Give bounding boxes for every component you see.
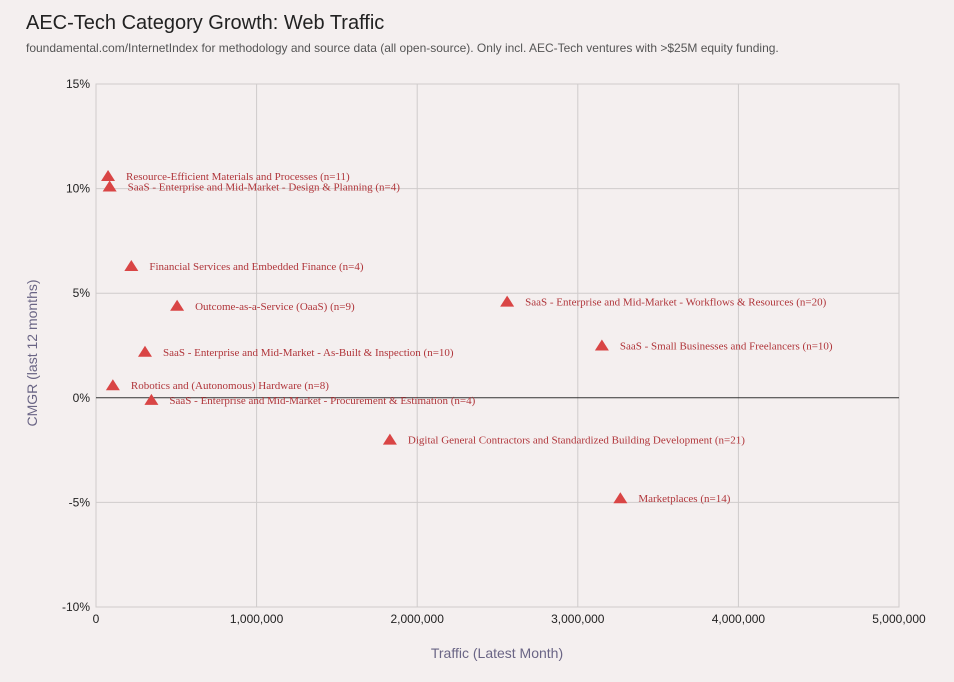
x-tick-label: 3,000,000 bbox=[551, 612, 605, 626]
y-tick-label: -5% bbox=[69, 495, 91, 509]
data-point: Financial Services and Embedded Finance … bbox=[124, 260, 364, 273]
y-tick-label: 15% bbox=[66, 77, 90, 91]
triangle-marker bbox=[105, 379, 120, 391]
x-tick-label: 2,000,000 bbox=[391, 612, 445, 626]
point-label: Digital General Contractors and Standard… bbox=[408, 435, 745, 447]
point-label: SaaS - Enterprise and Mid-Market - As-Bu… bbox=[163, 347, 454, 359]
y-tick-label: 10% bbox=[66, 182, 90, 196]
point-label: SaaS - Small Businesses and Freelancers … bbox=[620, 341, 833, 353]
point-label: Outcome-as-a-Service (OaaS) (n=9) bbox=[195, 301, 355, 313]
triangle-marker bbox=[144, 393, 159, 405]
triangle-marker bbox=[613, 492, 628, 504]
data-points: Resource-Efficient Materials and Process… bbox=[101, 170, 833, 505]
x-tick-label: 1,000,000 bbox=[230, 612, 284, 626]
data-point: Digital General Contractors and Standard… bbox=[382, 433, 745, 447]
data-point: SaaS - Enterprise and Mid-Market - Workf… bbox=[500, 295, 827, 309]
data-point: SaaS - Enterprise and Mid-Market - Desig… bbox=[102, 180, 401, 194]
y-tick-label: -10% bbox=[62, 600, 90, 614]
triangle-marker bbox=[382, 433, 397, 445]
triangle-marker bbox=[594, 339, 609, 351]
x-tick-label: 4,000,000 bbox=[712, 612, 766, 626]
point-label: Robotics and (Autonomous) Hardware (n=8) bbox=[131, 380, 329, 392]
data-point: Resource-Efficient Materials and Process… bbox=[101, 170, 350, 183]
x-tick-label: 5,000,000 bbox=[872, 612, 926, 626]
triangle-marker bbox=[101, 170, 116, 182]
data-point: SaaS - Small Businesses and Freelancers … bbox=[594, 339, 833, 353]
triangle-marker bbox=[500, 295, 515, 307]
point-label: SaaS - Enterprise and Mid-Market - Procu… bbox=[169, 395, 475, 407]
x-tick-label: 0 bbox=[93, 612, 100, 626]
data-point: Outcome-as-a-Service (OaaS) (n=9) bbox=[170, 299, 355, 313]
grid-lines bbox=[95, 83, 900, 608]
y-axis-ticks: 15% 10% 5% 0% -5% -10% bbox=[62, 77, 90, 614]
x-axis-title: Traffic (Latest Month) bbox=[431, 645, 563, 661]
y-tick-label: 0% bbox=[73, 391, 91, 405]
plot-area bbox=[95, 83, 900, 608]
chart-title: AEC-Tech Category Growth: Web Traffic bbox=[26, 12, 385, 34]
y-axis-title: CMGR (last 12 months) bbox=[24, 279, 40, 426]
data-point: Robotics and (Autonomous) Hardware (n=8) bbox=[105, 379, 329, 392]
point-label: Marketplaces (n=14) bbox=[638, 493, 730, 505]
point-label: Financial Services and Embedded Finance … bbox=[149, 261, 364, 273]
triangle-marker bbox=[170, 299, 185, 311]
point-label: SaaS - Enterprise and Mid-Market - Workf… bbox=[525, 297, 826, 309]
triangle-marker bbox=[137, 345, 152, 357]
data-point: Marketplaces (n=14) bbox=[613, 492, 731, 505]
triangle-marker bbox=[124, 260, 139, 272]
triangle-marker bbox=[102, 180, 117, 192]
point-label: SaaS - Enterprise and Mid-Market - Desig… bbox=[128, 182, 401, 194]
x-axis-ticks: 0 1,000,000 2,000,000 3,000,000 4,000,000 5,0… bbox=[93, 612, 926, 626]
point-label: Resource-Efficient Materials and Process… bbox=[126, 171, 350, 183]
chart-subtitle: foundamental.com/InternetIndex for metho… bbox=[26, 41, 779, 55]
data-point: SaaS - Enterprise and Mid-Market - As-Bu… bbox=[137, 345, 454, 359]
data-point: SaaS - Enterprise and Mid-Market - Procu… bbox=[144, 393, 476, 407]
y-tick-label: 5% bbox=[73, 286, 91, 300]
